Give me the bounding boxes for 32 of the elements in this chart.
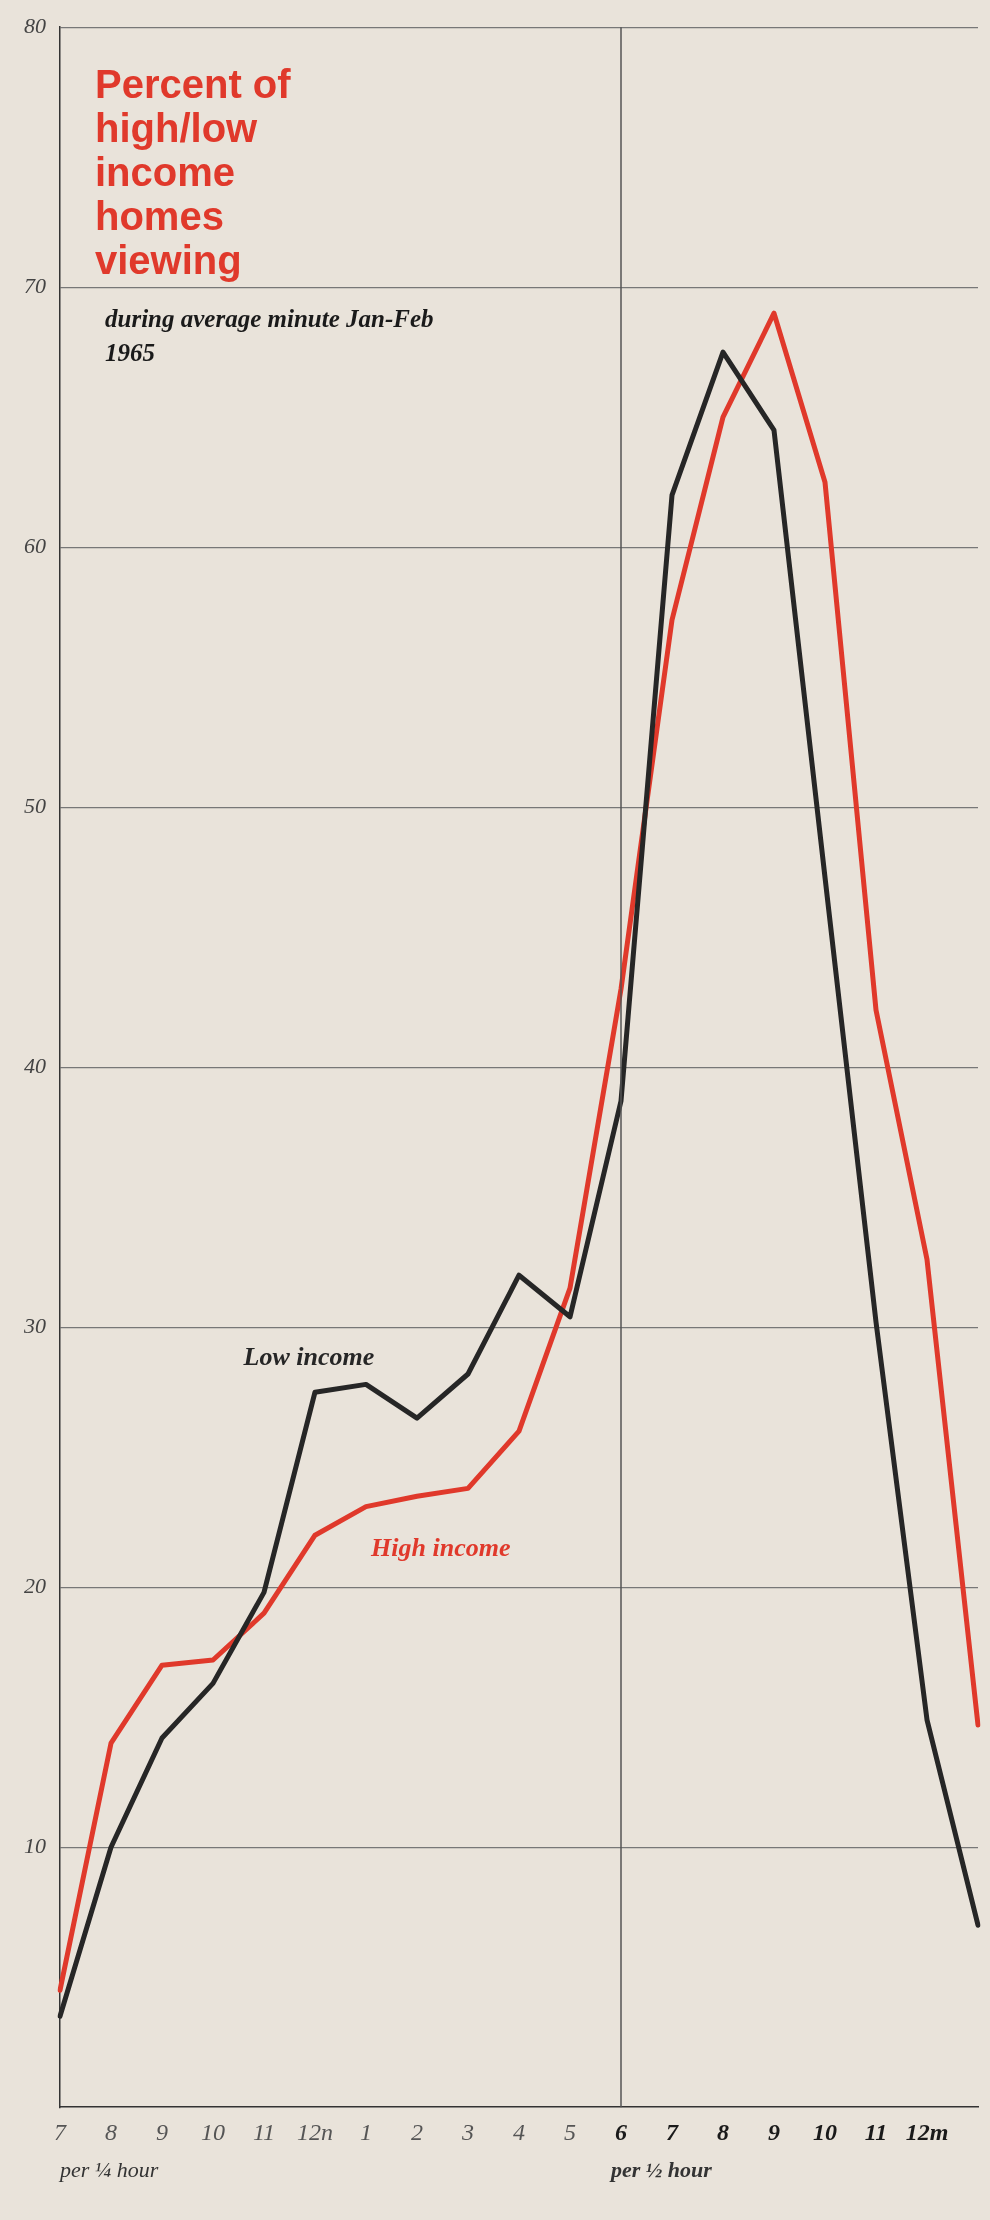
series-label: High income <box>370 1533 511 1563</box>
x-tick-label: 11 <box>252 2118 276 2145</box>
y-tick-label: 30 <box>23 1312 46 1338</box>
x-tick-label: 8 <box>717 2118 729 2145</box>
x-tick-label: 12n <box>297 2118 333 2145</box>
x-tick-label: 10 <box>813 2118 837 2145</box>
x-tick-label: 11 <box>864 2118 888 2145</box>
x-tick-label: 1 <box>360 2118 372 2145</box>
x-tick-label: 7 <box>666 2118 679 2145</box>
x-tick-label: 10 <box>201 2118 225 2145</box>
text: Percent of high/low income homes viewing <box>95 62 292 282</box>
text: per ½ hour <box>611 2157 712 2184</box>
y-tick-label: 60 <box>24 532 46 558</box>
x-tick-label: 5 <box>564 2118 576 2145</box>
x-tick-label: 9 <box>156 2118 168 2145</box>
x-tick-label: 8 <box>105 2118 117 2145</box>
x-tick-label: 4 <box>513 2118 525 2145</box>
x-tick-label: 2 <box>411 2118 423 2145</box>
text: per ¼ hour <box>60 2157 159 2184</box>
x-tick-label: 9 <box>768 2118 780 2145</box>
y-tick-label: 80 <box>24 12 46 38</box>
y-tick-label: 10 <box>24 1832 46 1858</box>
y-tick-label: 20 <box>24 1572 46 1598</box>
x-tick-label: 6 <box>615 2118 627 2145</box>
y-tick-label: 50 <box>24 792 46 818</box>
x-tick-label: 3 <box>461 2118 474 2145</box>
series-label: Low income <box>242 1342 375 1372</box>
y-tick-label: 40 <box>24 1052 46 1078</box>
text: during average minute Jan-Feb 1965 <box>105 304 435 368</box>
x-tick-label: 12m <box>905 2118 949 2145</box>
y-tick-label: 70 <box>24 272 46 298</box>
x-tick-label: 7 <box>54 2118 67 2145</box>
